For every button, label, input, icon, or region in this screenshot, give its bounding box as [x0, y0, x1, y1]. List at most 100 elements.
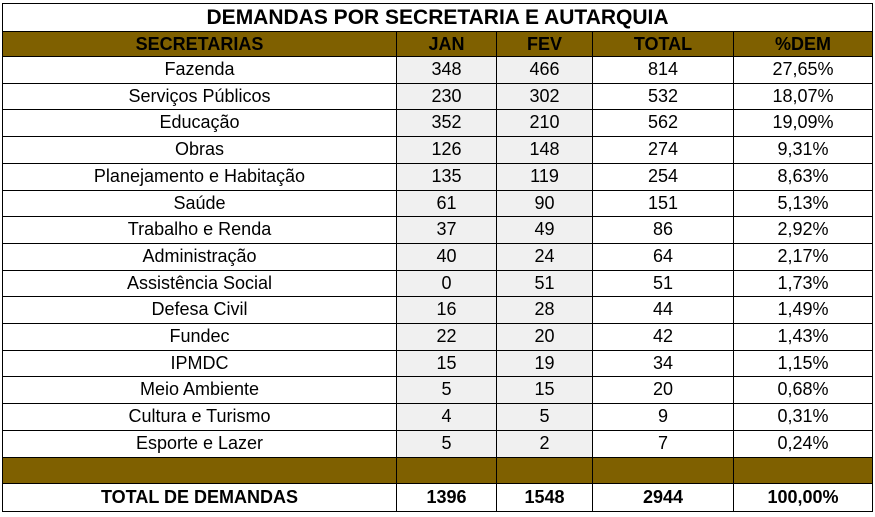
table-row: Esporte e Lazer 5 2 7 0,24% — [2, 429, 874, 458]
cell-fev: 119 — [496, 162, 593, 191]
table-row: Administração 40 24 64 2,17% — [2, 242, 874, 271]
cell-pct: 1,43% — [732, 323, 874, 351]
cell-total: 34 — [592, 349, 734, 378]
cell-total: 42 — [592, 323, 734, 351]
cell-jan: 15 — [396, 349, 497, 378]
cell-name: Cultura e Turismo — [2, 403, 397, 431]
cell-jan: 37 — [396, 216, 497, 244]
cell-total: 20 — [592, 376, 734, 405]
cell-pct: 2,92% — [732, 216, 874, 244]
cell-fev: 19 — [496, 349, 593, 378]
cell-jan: 135 — [396, 162, 497, 191]
cell-name: Serviços Públicos — [2, 82, 397, 111]
cell-name: Assistência Social — [2, 269, 397, 298]
cell-total: 7 — [592, 429, 734, 458]
table-row: Trabalho e Renda 37 49 86 2,92% — [2, 216, 874, 244]
cell-name: Administração — [2, 242, 397, 271]
cell-jan: 348 — [396, 56, 497, 84]
cell-fev: 51 — [496, 269, 593, 298]
cell-name: Saúde — [2, 189, 397, 218]
cell-pct: 0,68% — [732, 376, 874, 405]
cell-pct: 1,73% — [732, 269, 874, 298]
separator-cell — [2, 456, 397, 484]
cell-pct: 1,49% — [732, 296, 874, 325]
cell-fev: 210 — [496, 109, 593, 138]
cell-jan: 22 — [396, 323, 497, 351]
cell-total: 562 — [592, 109, 734, 138]
cell-total: 44 — [592, 296, 734, 325]
cell-total: 51 — [592, 269, 734, 298]
cell-fev: 2 — [496, 429, 593, 458]
cell-name: IPMDC — [2, 349, 397, 378]
cell-pct: 5,13% — [732, 189, 874, 218]
table-row: Serviços Públicos 230 302 532 18,07% — [2, 82, 874, 111]
cell-jan: 40 — [396, 242, 497, 271]
totals-row: TOTAL DE DEMANDAS 1396 1548 2944 100,00% — [2, 482, 874, 512]
header-jan: JAN — [396, 31, 497, 57]
header-row: SECRETARIAS JAN FEV TOTAL %DEM — [2, 31, 874, 57]
cell-jan: 352 — [396, 109, 497, 138]
cell-pct: 0,24% — [732, 429, 874, 458]
table-title: DEMANDAS POR SECRETARIA E AUTARQUIA — [1, 3, 874, 32]
table-row: Fundec 22 20 42 1,43% — [2, 323, 874, 351]
cell-pct: 8,63% — [732, 162, 874, 191]
cell-fev: 28 — [496, 296, 593, 325]
header-fev: FEV — [496, 31, 593, 57]
cell-jan: 4 — [396, 403, 497, 431]
cell-total: 86 — [592, 216, 734, 244]
table-row: Assistência Social 0 51 51 1,73% — [2, 269, 874, 298]
cell-fev: 302 — [496, 82, 593, 111]
cell-pct: 1,15% — [732, 349, 874, 378]
cell-fev: 148 — [496, 136, 593, 164]
cell-name: Meio Ambiente — [2, 376, 397, 405]
table-row: Saúde 61 90 151 5,13% — [2, 189, 874, 218]
cell-jan: 16 — [396, 296, 497, 325]
table-row: Defesa Civil 16 28 44 1,49% — [2, 296, 874, 325]
cell-total: 64 — [592, 242, 734, 271]
cell-jan: 5 — [396, 429, 497, 458]
cell-fev: 15 — [496, 376, 593, 405]
separator-cell — [396, 456, 497, 484]
cell-name: Esporte e Lazer — [2, 429, 397, 458]
table-row: Obras 126 148 274 9,31% — [2, 136, 874, 164]
header-total: TOTAL — [592, 31, 734, 57]
cell-pct: 18,07% — [732, 82, 874, 111]
cell-jan: 126 — [396, 136, 497, 164]
cell-pct: 9,31% — [732, 136, 874, 164]
cell-fev: 466 — [496, 56, 593, 84]
cell-name: Fazenda — [2, 56, 397, 84]
table-row: Cultura e Turismo 4 5 9 0,31% — [2, 403, 874, 431]
cell-total: 814 — [592, 56, 734, 84]
cell-fev: 20 — [496, 323, 593, 351]
total-cell-label: TOTAL DE DEMANDAS — [2, 482, 397, 512]
header-pct-dem: %DEM — [732, 31, 874, 57]
total-cell-total: 2944 — [592, 482, 734, 512]
cell-jan: 5 — [396, 376, 497, 405]
cell-fev: 24 — [496, 242, 593, 271]
separator-row — [2, 456, 874, 484]
table-row: Meio Ambiente 5 15 20 0,68% — [2, 376, 874, 405]
cell-name: Educação — [2, 109, 397, 138]
cell-jan: 230 — [396, 82, 497, 111]
cell-pct: 27,65% — [732, 56, 874, 84]
cell-fev: 5 — [496, 403, 593, 431]
total-cell-jan: 1396 — [396, 482, 497, 512]
cell-total: 151 — [592, 189, 734, 218]
cell-total: 254 — [592, 162, 734, 191]
cell-pct: 19,09% — [732, 109, 874, 138]
cell-pct: 0,31% — [732, 403, 874, 431]
cell-name: Planejamento e Habitação — [2, 162, 397, 191]
separator-cell — [732, 456, 874, 484]
table-row: Educação 352 210 562 19,09% — [2, 109, 874, 138]
cell-fev: 49 — [496, 216, 593, 244]
demand-table: DEMANDAS POR SECRETARIA E AUTARQUIA SECR… — [1, 3, 874, 512]
table-row: IPMDC 15 19 34 1,15% — [2, 349, 874, 378]
cell-jan: 61 — [396, 189, 497, 218]
header-secretarias: SECRETARIAS — [2, 31, 397, 57]
cell-pct: 2,17% — [732, 242, 874, 271]
separator-cell — [592, 456, 734, 484]
table-row: Planejamento e Habitação 135 119 254 8,63% — [2, 162, 874, 191]
cell-jan: 0 — [396, 269, 497, 298]
cell-name: Fundec — [2, 323, 397, 351]
cell-total: 274 — [592, 136, 734, 164]
